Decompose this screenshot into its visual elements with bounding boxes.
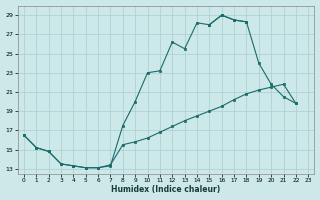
X-axis label: Humidex (Indice chaleur): Humidex (Indice chaleur) xyxy=(111,185,221,194)
